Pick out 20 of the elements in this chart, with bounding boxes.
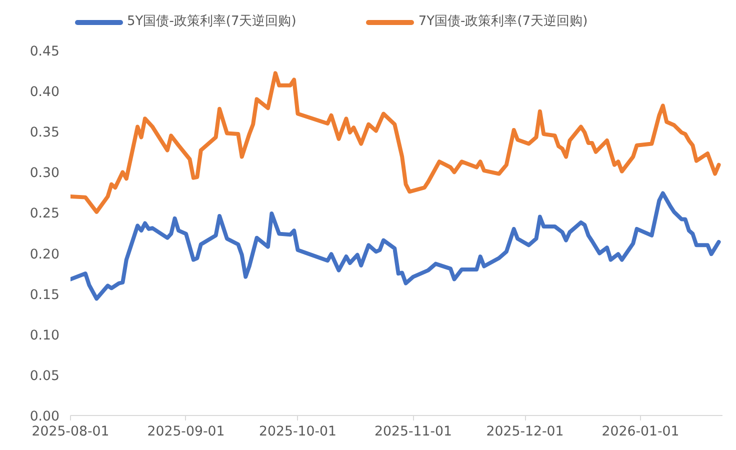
x-tick-label: 2025-11-01 [374,424,452,440]
legend-label: 5Y国债-政策利率(7天逆回购) [127,13,296,32]
legend-label: 7Y国债-政策利率(7天逆回购) [418,13,588,32]
line-series [70,191,721,301]
y-tick-label: 0.40 [30,85,60,100]
x-tick-label: 2025-08-01 [32,424,110,440]
x-tick-label: 2026-01-01 [602,424,680,440]
y-tick-label: 0.45 [30,44,60,60]
line-series [70,71,721,214]
y-tick-label: 0.25 [30,206,60,222]
x-tick-label: 2025-12-01 [486,424,564,440]
y-tick-label: 0.10 [30,328,60,344]
y-tick-label: 0.20 [30,247,60,262]
y-tick-label: 0.05 [30,368,60,384]
y-tick-label: 0.30 [30,166,60,182]
x-tick-label: 2025-09-01 [147,424,225,440]
y-tick-label: 0.00 [30,410,60,424]
x-tick-label: 2025-10-01 [259,424,337,440]
y-tick-label: 0.15 [30,288,60,303]
y-tick-label: 0.35 [30,126,60,141]
